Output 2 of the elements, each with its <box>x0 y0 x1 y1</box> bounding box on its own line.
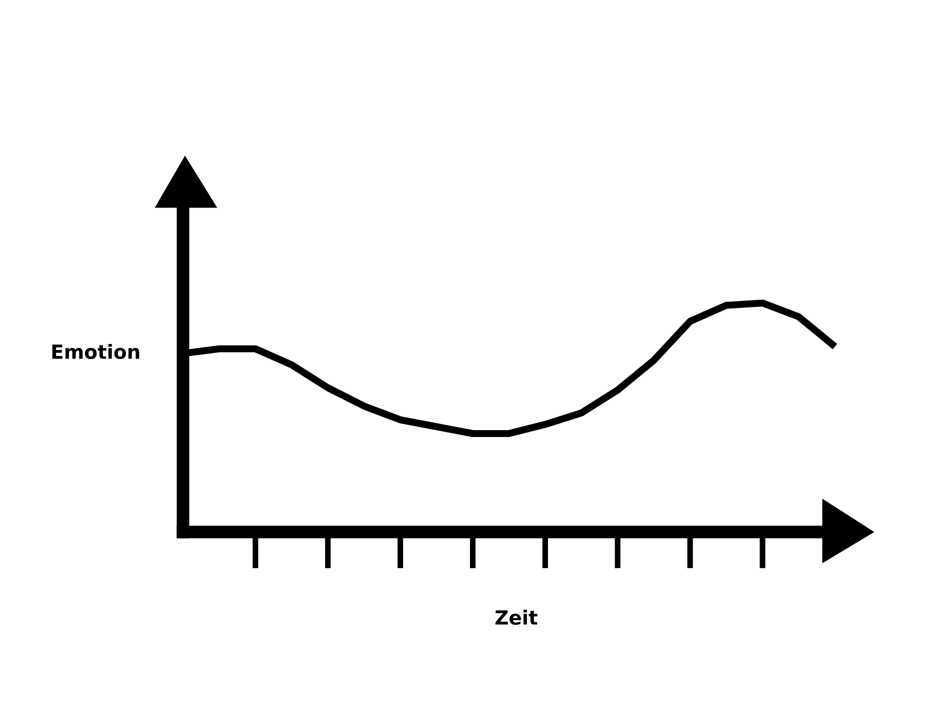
x-axis-title: Zeit <box>495 610 538 625</box>
y-axis-title: Emotion <box>52 344 140 360</box>
